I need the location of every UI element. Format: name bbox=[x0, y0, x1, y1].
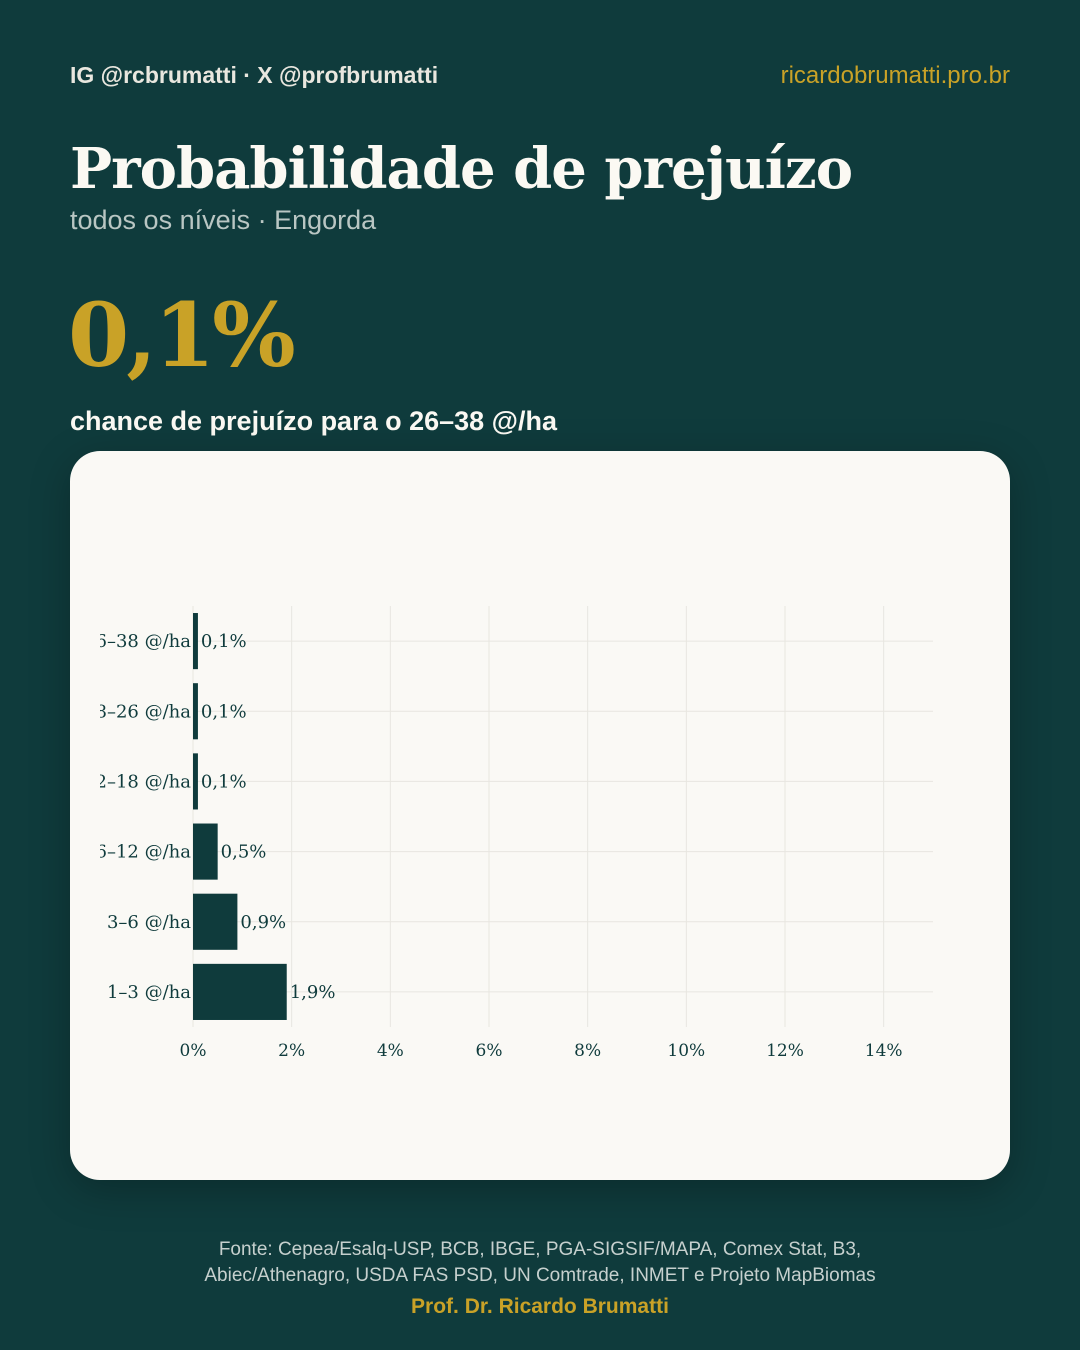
bar bbox=[193, 823, 218, 880]
chart-category-labels: 26–38 @/ha 18–26 @/ha 12–18 @/ha 6–12 @/ha 3… bbox=[84, 631, 192, 1003]
x-tick-label: 14% bbox=[865, 1041, 903, 1061]
page-title: Probabilidade de prejuízo bbox=[70, 136, 853, 202]
x-tick-label: 8% bbox=[574, 1041, 601, 1061]
bar bbox=[193, 893, 238, 950]
x-tick-label: 10% bbox=[667, 1041, 705, 1061]
social-handles: IG @rcbrumatti · X @profbrumatti bbox=[70, 62, 439, 88]
source-line-1: Fonte: Cepea/Esalq-USP, BCB, IBGE, PGA-S… bbox=[218, 1239, 862, 1260]
category-label: 18–26 @/ha bbox=[84, 701, 191, 722]
x-tick-label: 6% bbox=[476, 1041, 503, 1061]
chart-grid bbox=[192, 606, 933, 1027]
value-label: 0,9% bbox=[240, 912, 286, 933]
value-label: 0,5% bbox=[221, 842, 267, 863]
source-note: Fonte: Cepea/Esalq-USP, BCB, IBGE, PGA-S… bbox=[0, 1237, 1080, 1289]
value-label: 0,1% bbox=[201, 631, 247, 652]
bar bbox=[193, 683, 198, 740]
x-tick-label: 4% bbox=[377, 1041, 404, 1061]
author-credit: Prof. Dr. Ricardo Brumatti bbox=[411, 1295, 669, 1318]
chart-card: 26–38 @/ha 18–26 @/ha 12–18 @/ha 6–12 @/ha 3… bbox=[70, 451, 1010, 1180]
category-label: 12–18 @/ha bbox=[84, 771, 191, 792]
category-label: 26–38 @/ha bbox=[84, 631, 191, 652]
chart-x-axis: 0% 2% 4% 6% 8% 10% 12% 14% bbox=[180, 1041, 903, 1061]
page-subtitle: todos os níveis · Engorda bbox=[70, 205, 377, 235]
highlight-caption: chance de prejuízo para o 26–38 @/ha bbox=[70, 406, 558, 436]
value-label: 1,9% bbox=[290, 982, 336, 1003]
x-tick-label: 0% bbox=[180, 1041, 207, 1061]
category-label: 6–12 @/ha bbox=[96, 842, 192, 863]
x-tick-label: 12% bbox=[766, 1041, 804, 1061]
bar-chart: 26–38 @/ha 18–26 @/ha 12–18 @/ha 6–12 @/ha 3… bbox=[84, 606, 933, 1061]
value-label: 0,1% bbox=[201, 771, 247, 792]
category-label: 3–6 @/ha bbox=[107, 912, 191, 933]
chart-bars bbox=[193, 613, 287, 1020]
bar bbox=[193, 613, 198, 670]
bar bbox=[193, 753, 198, 810]
source-line-2: Abiec/Athenagro, USDA FAS PSD, UN Comtra… bbox=[204, 1265, 876, 1286]
website-link[interactable]: ricardobrumatti.pro.br bbox=[780, 62, 1010, 89]
bar bbox=[193, 963, 287, 1020]
category-label: 1–3 @/ha bbox=[107, 982, 191, 1003]
highlight-value: 0,1% bbox=[68, 283, 296, 387]
value-label: 0,1% bbox=[201, 701, 247, 722]
chart-value-labels: 0,1% 0,1% 0,1% 0,5% 0,9% 1,9% bbox=[201, 631, 336, 1003]
x-tick-label: 2% bbox=[278, 1041, 305, 1061]
